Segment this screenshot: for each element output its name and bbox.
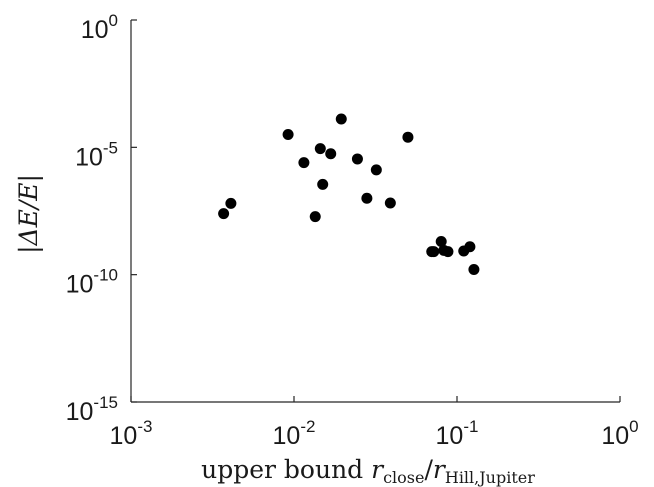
- data-point-9: [351, 153, 363, 165]
- data-points: [218, 113, 480, 275]
- y-tick-label-0: 100: [81, 11, 118, 44]
- x-tick-label-exp: -3: [137, 417, 152, 436]
- x-axis-label-sub1: close: [383, 468, 424, 487]
- x-tick-label-base: 10: [436, 422, 464, 450]
- data-point-12: [384, 197, 396, 209]
- y-tick-label-1: 10-5: [75, 138, 118, 171]
- data-point-21: [468, 263, 480, 275]
- data-point-20: [464, 241, 476, 253]
- data-point-1: [225, 197, 237, 209]
- y-tick-label-exp: -5: [103, 138, 118, 157]
- data-point-15: [428, 246, 440, 258]
- x-axis-label-var1: r: [371, 455, 385, 484]
- data-point-13: [402, 131, 414, 143]
- x-axis-label-sub2: Hill,Jupiter: [445, 468, 535, 487]
- y-tick-label-exp: -15: [93, 393, 118, 412]
- data-point-6: [317, 178, 329, 190]
- data-point-5: [314, 143, 326, 155]
- data-point-18: [442, 246, 454, 258]
- data-point-16: [435, 236, 447, 248]
- x-tick-label-exp: -2: [300, 417, 315, 436]
- data-point-11: [370, 164, 382, 176]
- y-tick-label-2: 10-10: [66, 266, 118, 299]
- y-tick-label-base: 10: [75, 143, 103, 171]
- y-tick-label-exp: 0: [109, 11, 118, 30]
- x-tick-label-exp: 0: [629, 417, 638, 436]
- x-tick-label-base: 10: [601, 422, 629, 450]
- y-tick-label-base: 10: [81, 16, 109, 44]
- x-axis-label-var2: r: [433, 455, 447, 484]
- y-tick-label-3: 10-15: [66, 393, 118, 426]
- data-point-0: [218, 208, 230, 220]
- x-axis-label-prefix: upper bound: [201, 455, 371, 484]
- data-point-3: [298, 157, 310, 169]
- x-tick-label-exp: -1: [463, 417, 478, 436]
- data-point-2: [282, 128, 294, 140]
- x-axis-label: upper bound rclose/rHill,Jupiter: [201, 455, 535, 487]
- y-axis-label: |ΔE/E|: [14, 174, 44, 254]
- data-point-4: [309, 211, 321, 223]
- data-point-10: [361, 192, 373, 204]
- x-tick-label-base: 10: [110, 422, 138, 450]
- tick-marks: [130, 19, 621, 403]
- x-axis-label-sep: /: [424, 455, 433, 484]
- y-tick-label-base: 10: [66, 398, 94, 426]
- data-point-8: [335, 113, 347, 125]
- x-tick-label-1: 10-2: [273, 417, 316, 450]
- axes: [130, 20, 620, 403]
- data-point-7: [325, 148, 337, 160]
- y-tick-label-exp: -10: [93, 266, 118, 285]
- x-tick-label-base: 10: [273, 422, 301, 450]
- x-tick-label-0: 10-3: [110, 417, 153, 450]
- x-tick-label-3: 100: [601, 417, 638, 450]
- y-tick-label-base: 10: [66, 271, 94, 299]
- x-tick-label-2: 10-1: [436, 417, 479, 450]
